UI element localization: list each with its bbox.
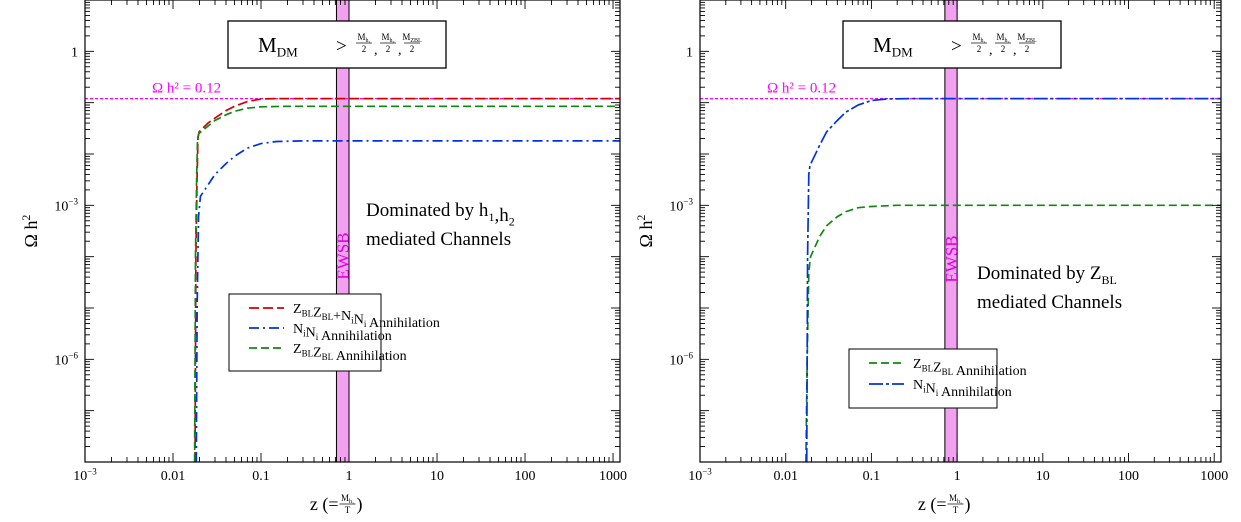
annotation-line-0: Dominated by h1,h2 xyxy=(366,200,515,229)
y-axis-label: Ω h2 xyxy=(19,215,41,248)
svg-text:2: 2 xyxy=(1025,44,1030,54)
x-tick-label-2: 0.1 xyxy=(252,469,270,484)
svg-text:2: 2 xyxy=(362,44,367,54)
x-tick-label-5: 100 xyxy=(1118,469,1139,484)
svg-text:T: T xyxy=(953,505,959,515)
svg-text:z (=: z (= xyxy=(310,494,339,515)
condition-lhs: MDM xyxy=(258,33,298,60)
x-tick-label-4: 10 xyxy=(430,469,444,484)
condition-gt: > xyxy=(951,36,962,57)
y-tick-label-2: 10−6 xyxy=(669,351,693,369)
svg-text:Mh₁: Mh₁ xyxy=(949,493,962,505)
svg-text:2: 2 xyxy=(386,44,391,54)
svg-text:MZBL: MZBL xyxy=(1017,32,1037,44)
relic-density-label: Ω h² = 0.12 xyxy=(152,81,221,97)
x-tick-label-3: 1 xyxy=(954,469,961,484)
legend-entry-1: NiNi Annihilation xyxy=(293,322,392,344)
svg-text:2: 2 xyxy=(1001,44,1006,54)
series-line-0 xyxy=(805,204,1221,463)
y-tick-label-0: 1 xyxy=(71,45,78,60)
svg-text:Mh₁: Mh₁ xyxy=(341,493,354,505)
x-tick-label-1: 0.01 xyxy=(161,469,186,484)
x-tick-label-0: 10−3 xyxy=(73,466,97,484)
svg-text:2: 2 xyxy=(977,44,982,54)
svg-text:Mh₂: Mh₂ xyxy=(996,32,1009,44)
x-tick-label-2: 0.1 xyxy=(863,469,881,484)
y-tick-label-0: 1 xyxy=(686,45,693,60)
series-line-0 xyxy=(194,97,620,463)
y-tick-label-1: 10−3 xyxy=(54,197,78,215)
condition-lhs: MDM xyxy=(873,33,913,60)
condition-separator: , xyxy=(398,43,402,58)
svg-text:): ) xyxy=(965,494,971,515)
svg-text:z (=: z (= xyxy=(918,494,947,515)
legend-entry-0: ZBLZBL Annihilation xyxy=(913,357,1027,379)
ewsb-label: EWSB xyxy=(334,232,353,279)
x-tick-label-6: 1000 xyxy=(599,469,627,484)
condition-separator: , xyxy=(1013,43,1017,58)
condition-separator: , xyxy=(989,43,993,58)
series-line-2 xyxy=(193,105,620,463)
x-tick-label-5: 100 xyxy=(515,469,536,484)
legend-entry-0: ZBLZBL+NiNi Annihilation xyxy=(293,302,440,331)
right-chart-panel: EWSB Ω h² = 0.12 10−3 0.01 0.1 1 10 100 1000 1 10−… xyxy=(634,0,1228,515)
series-line-1 xyxy=(805,97,1221,463)
legend-entry-2: ZBLZBL Annihilation xyxy=(293,342,407,364)
relic-density-label: Ω h² = 0.12 xyxy=(767,81,836,97)
annotation-line-1: mediated Channels xyxy=(366,229,511,250)
plot-frame xyxy=(699,0,1222,463)
x-tick-label-0: 10−3 xyxy=(688,466,712,484)
svg-text:Mh₁: Mh₁ xyxy=(357,32,370,44)
condition-separator: , xyxy=(374,43,378,58)
left-chart-panel: EWSB Ω h² = 0.12 10−3 0.01 0.1 1 10 100 1000 1 10−… xyxy=(19,0,627,515)
y-tick-label-2: 10−6 xyxy=(54,351,78,369)
svg-text:Mh₁: Mh₁ xyxy=(972,32,985,44)
svg-text:2: 2 xyxy=(410,44,415,54)
ewsb-band xyxy=(335,0,350,463)
annotation-line-1: mediated Channels xyxy=(977,292,1122,313)
svg-text:): ) xyxy=(357,494,363,515)
svg-text:Mh₂: Mh₂ xyxy=(381,32,394,44)
ewsb-label: EWSB xyxy=(942,235,961,282)
svg-text:MZBL: MZBL xyxy=(402,32,422,44)
svg-text:T: T xyxy=(345,505,351,515)
x-tick-label-1: 0.01 xyxy=(773,469,798,484)
y-tick-label-1: 10−3 xyxy=(669,197,693,215)
condition-gt: > xyxy=(336,36,347,57)
x-tick-label-3: 1 xyxy=(346,469,353,484)
plot-frame xyxy=(84,0,621,463)
legend-entry-1: NiNi Annihilation xyxy=(913,378,1012,400)
y-axis-label: Ω h2 xyxy=(634,215,656,248)
annotation-line-0: Dominated by ZBL xyxy=(977,263,1117,287)
x-tick-label-6: 1000 xyxy=(1200,469,1228,484)
x-tick-label-4: 10 xyxy=(1036,469,1050,484)
series-line-1 xyxy=(195,140,620,463)
